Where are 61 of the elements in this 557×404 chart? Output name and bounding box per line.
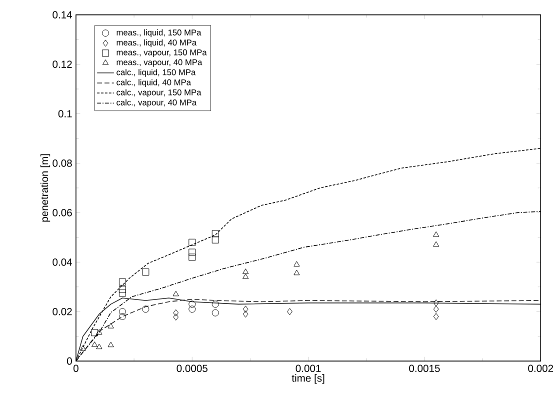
legend-label: calc., vapour, 40 MPa <box>116 100 197 108</box>
point <box>294 261 300 267</box>
x-tick-label: 0.002 <box>528 364 554 372</box>
point <box>108 342 114 348</box>
point <box>118 290 126 297</box>
point <box>96 329 102 335</box>
point <box>172 291 179 296</box>
y-tick-label: 0 <box>66 358 72 365</box>
point <box>242 268 249 274</box>
point <box>242 274 249 280</box>
point <box>173 310 179 317</box>
legend-label: meas., vapour, 40 MPa <box>116 60 202 68</box>
point <box>212 236 219 244</box>
legend-label: meas., liquid, 40 MPa <box>116 40 197 48</box>
point <box>118 308 126 316</box>
point <box>294 270 300 276</box>
x-axis-title: time [s] <box>292 374 324 384</box>
point <box>188 300 196 308</box>
y-tick-label: 0.02 <box>52 308 72 316</box>
point <box>142 268 150 276</box>
legend-label: calc., vapour, 150 MPa <box>116 89 202 98</box>
point <box>118 313 126 320</box>
point <box>92 342 98 348</box>
point <box>118 278 126 286</box>
x-tick-label: 0.001 <box>296 364 321 372</box>
point <box>433 232 440 238</box>
point <box>188 254 196 261</box>
point <box>118 286 126 294</box>
point <box>433 313 439 320</box>
point <box>212 230 219 238</box>
point <box>188 249 196 256</box>
y-tick-label: 0.12 <box>52 60 72 68</box>
y-axis-title: penetration [m] <box>40 154 50 222</box>
point <box>173 314 179 321</box>
legend-label: meas., vapour, 150 MPa <box>116 50 207 58</box>
point <box>242 310 248 318</box>
point <box>80 345 86 351</box>
y-tick-label: 0.04 <box>52 258 72 266</box>
point <box>433 242 440 247</box>
point <box>242 306 248 313</box>
y-tick-label: 0.1 <box>58 110 72 118</box>
x-tick-label: 0 <box>74 364 78 372</box>
point <box>96 344 102 350</box>
y-tick-label: 0.08 <box>52 160 72 168</box>
legend-label: calc., liquid, 40 MPa <box>116 79 191 88</box>
point <box>188 306 196 313</box>
point <box>433 306 439 313</box>
y-tick-label: 0.14 <box>52 11 72 19</box>
point <box>142 306 150 313</box>
x-tick-label: 0.0015 <box>409 364 440 372</box>
point <box>91 329 98 336</box>
y-tick-label: 0.06 <box>52 209 72 217</box>
point <box>212 310 219 317</box>
point <box>108 323 114 329</box>
point <box>287 308 292 316</box>
legend-label: calc., liquid, 150 MPa <box>116 69 196 78</box>
point <box>188 239 196 246</box>
legend-label: meas., liquid, 150 MPa <box>116 30 202 38</box>
x-tick-label: 0.0005 <box>176 364 208 372</box>
point <box>433 300 439 307</box>
point <box>212 300 219 308</box>
